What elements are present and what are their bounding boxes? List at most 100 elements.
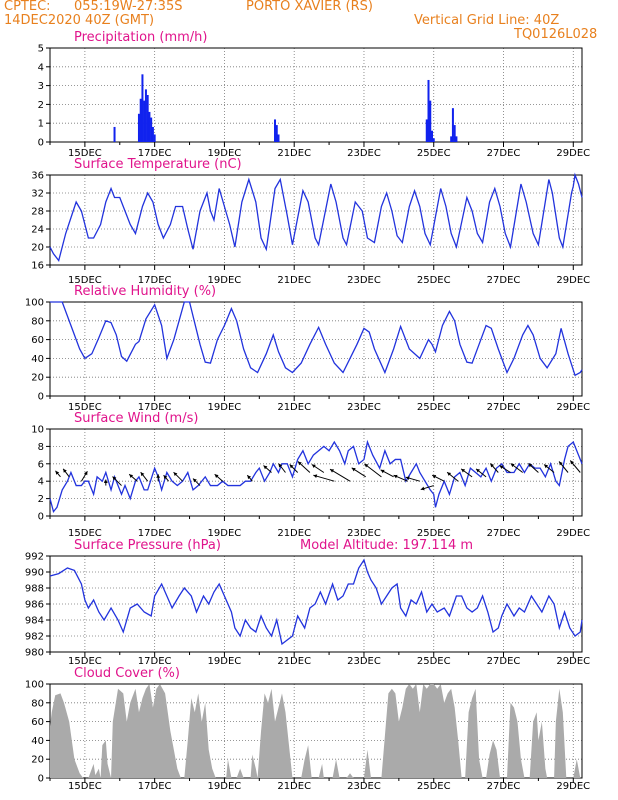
x-tick-label: 17DEC <box>138 402 172 413</box>
x-tick-label: 15DEC <box>68 528 102 539</box>
temp-line <box>49 172 583 262</box>
x-tick-label: 27DEC <box>487 275 521 286</box>
wind-arrowhead <box>214 474 219 478</box>
panel-rh <box>46 301 583 401</box>
wind-arrowhead <box>247 475 252 480</box>
wind-arrowhead <box>380 469 385 474</box>
wind-arrowhead <box>570 460 574 465</box>
x-tick-label: 19DEC <box>208 402 242 413</box>
x-tick-label: 27DEC <box>487 528 521 539</box>
x-tick-label: 21DEC <box>277 148 311 159</box>
y-tick-label: 28 <box>31 207 44 218</box>
x-tick-label: 27DEC <box>487 656 521 667</box>
x-tick-label: 29DEC <box>556 275 590 286</box>
precip-bar <box>148 111 151 142</box>
panel-frame <box>49 47 583 143</box>
x-tick-label: 23DEC <box>347 148 381 159</box>
wind-arrowhead <box>432 475 437 479</box>
wind-arrowhead <box>461 468 466 473</box>
x-tick-label: 15DEC <box>68 275 102 286</box>
x-tick-label: 23DEC <box>347 275 381 286</box>
x-tick-label: 21DEC <box>277 528 311 539</box>
y-tick-label: 40 <box>31 354 44 365</box>
x-tick-label: 25DEC <box>417 781 451 792</box>
wind-arrowhead <box>311 464 316 469</box>
precip-bar <box>429 100 432 142</box>
x-tick-label: 19DEC <box>208 656 242 667</box>
x-tick-label: 29DEC <box>556 148 590 159</box>
wind-arrowhead <box>140 472 145 477</box>
x-tick-label: 21DEC <box>277 656 311 667</box>
wind-arrowhead <box>278 463 283 468</box>
wind-arrowhead <box>420 486 425 491</box>
header-source: CPTEC: <box>4 0 51 14</box>
y-tick-label: 5 <box>38 44 44 55</box>
wind-arrowhead <box>364 463 369 468</box>
precip-bar <box>453 125 456 142</box>
x-tick-label: 25DEC <box>417 275 451 286</box>
precip-bar <box>139 98 142 142</box>
header-model-code: TQ0126L028 <box>514 27 598 42</box>
y-tick-label: 984 <box>25 616 44 627</box>
wind-arrowhead <box>263 465 268 470</box>
y-tick-label: 986 <box>25 600 44 611</box>
panel-title: Cloud Cover (%) <box>74 666 180 681</box>
wind-arrowhead <box>289 464 294 469</box>
x-tick-label: 19DEC <box>208 148 242 159</box>
wind-arrowhead <box>559 461 563 466</box>
y-tick-label: 4 <box>38 477 44 488</box>
x-tick-label: 25DEC <box>417 528 451 539</box>
x-tick-label: 17DEC <box>138 656 172 667</box>
y-tick-label: 24 <box>31 225 44 236</box>
precip-bar <box>137 113 140 142</box>
wind-arrowhead <box>63 468 67 473</box>
wind-arrowhead <box>490 463 495 468</box>
precip-bar <box>430 130 433 142</box>
precip-bar <box>427 79 430 142</box>
header-location-coords: 055:19W-27:35S <box>74 0 183 14</box>
wind-arrowhead <box>528 463 533 468</box>
wind-arrowhead <box>297 461 302 466</box>
wind-arrowhead <box>112 476 117 481</box>
precip-bar <box>451 108 454 142</box>
precip-bar <box>425 119 428 142</box>
y-tick-label: 1 <box>38 119 44 130</box>
wind-arrowhead <box>163 475 168 480</box>
panel-title: Surface Pressure (hPa) <box>74 538 221 553</box>
y-tick-label: 20 <box>31 755 44 766</box>
y-tick-label: 20 <box>31 243 44 254</box>
y-tick-label: 2 <box>38 494 44 505</box>
x-tick-label: 21DEC <box>277 402 311 413</box>
precip-bar <box>146 95 149 142</box>
y-tick-label: 32 <box>31 189 44 200</box>
y-tick-label: 16 <box>31 261 44 272</box>
y-tick-label: 4 <box>38 62 44 73</box>
y-tick-label: 2 <box>38 100 44 111</box>
precip-bar <box>150 117 153 142</box>
wind-arrowhead <box>129 474 134 478</box>
wind-arrowhead <box>55 470 60 475</box>
panel-title: Surface Wind (m/s) <box>74 411 198 426</box>
precip-bar <box>153 134 156 142</box>
y-tick-label: 60 <box>31 335 44 346</box>
header-grid-note: Vertical Grid Line: 40Z <box>414 13 560 28</box>
wind-line <box>49 439 583 514</box>
y-tick-label: 0 <box>38 138 44 149</box>
x-tick-label: 17DEC <box>138 275 172 286</box>
y-tick-label: 20 <box>31 373 44 384</box>
pressure-line <box>49 558 583 646</box>
panel-temp <box>46 172 583 270</box>
wind-arrowhead <box>544 464 549 469</box>
precip-bar <box>144 89 147 142</box>
y-tick-label: 988 <box>25 584 44 595</box>
precip-bar <box>143 100 146 142</box>
wind-arrowhead <box>313 474 318 479</box>
precip-bar <box>432 138 435 142</box>
header-location-name: PORTO XAVIER (RS) <box>246 0 373 14</box>
precip-bar <box>277 134 280 142</box>
wind-arrowhead <box>103 479 108 484</box>
y-tick-label: 992 <box>25 552 44 563</box>
precip-bar <box>275 125 278 142</box>
panel-title: Precipitation (mm/h) <box>74 30 207 45</box>
